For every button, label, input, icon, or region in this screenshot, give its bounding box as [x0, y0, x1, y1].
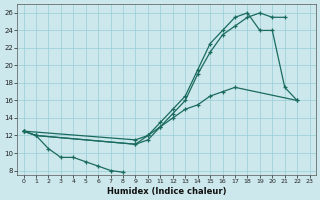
- X-axis label: Humidex (Indice chaleur): Humidex (Indice chaleur): [107, 187, 226, 196]
